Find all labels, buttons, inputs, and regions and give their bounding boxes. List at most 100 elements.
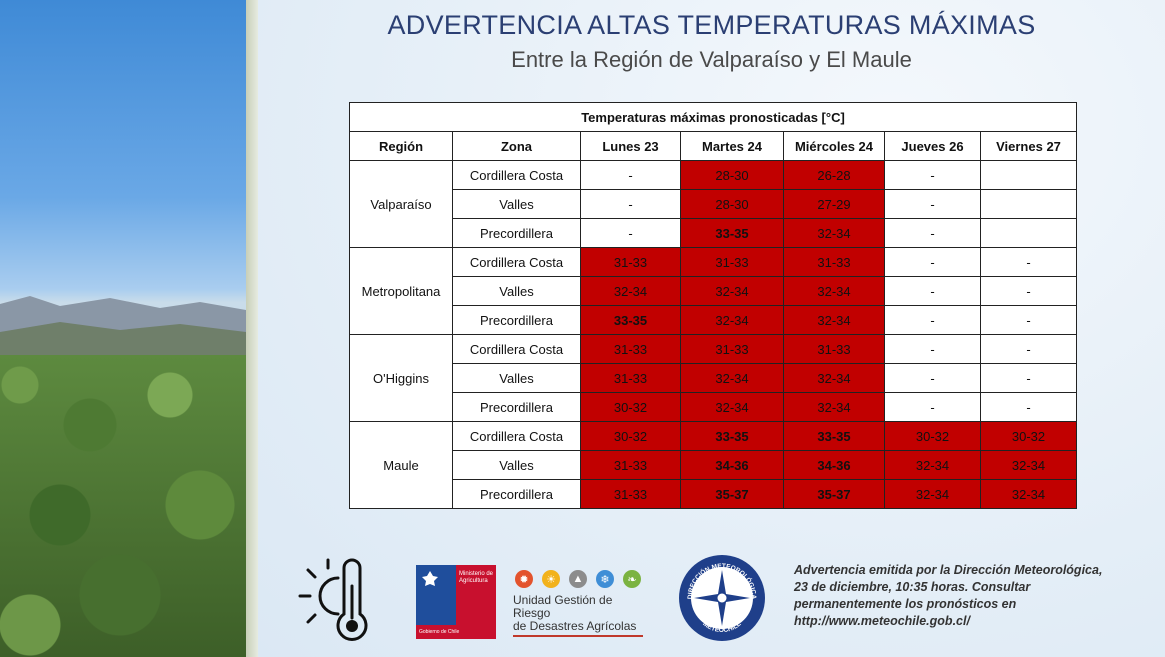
column-header: Jueves 26	[884, 131, 981, 161]
table-row: Precordillera 31-33 35-37 35-37 32-34 32-34	[350, 479, 1077, 509]
fire-icon: ✹	[515, 570, 533, 588]
table-row: Valles 31-33 34-36 34-36 32-34 32-34	[350, 450, 1077, 480]
temp-cell: -	[980, 334, 1077, 364]
column-header: Martes 24	[680, 131, 784, 161]
temp-cell: -	[884, 218, 981, 248]
temp-cell: -	[884, 305, 981, 335]
temp-cell: 30-32	[580, 421, 681, 451]
zona-cell: Valles	[452, 276, 581, 306]
table-row: Precordillera 30-32 32-34 32-34- -	[350, 392, 1077, 422]
thermometer-sun-icon	[298, 556, 378, 646]
zona-cell: Cordillera Costa	[452, 160, 581, 190]
minagri-gov-text: Gobierno de Chile	[419, 629, 460, 635]
column-header: Zona	[452, 131, 581, 161]
temp-cell: 34-36	[680, 450, 784, 480]
temp-cell: 27-29	[783, 189, 885, 219]
minagri-text-1: Ministerio de	[459, 571, 494, 577]
temp-cell: 33-35	[783, 421, 885, 451]
zona-cell: Cordillera Costa	[452, 421, 581, 451]
temp-cell: 32-34	[783, 218, 885, 248]
vine-leaves	[0, 355, 246, 657]
temp-cell: 32-34	[884, 450, 981, 480]
meteochile-logo: DIRECCIÓN METEOROLÓGICA METEOCHILE	[678, 554, 766, 642]
temp-cell: 31-33	[680, 247, 784, 277]
page-subtitle: Entre la Región de Valparaíso y El Maule	[511, 47, 912, 72]
temp-cell: 32-34	[783, 363, 885, 393]
temp-cell: 32-34	[884, 479, 981, 509]
temp-cell: 31-33	[783, 247, 885, 277]
temp-cell: 34-36	[783, 450, 885, 480]
page-title: ADVERTENCIA ALTAS TEMPERATURAS MÁXIMAS	[387, 10, 1036, 40]
region-cell: Metropolitana	[349, 247, 453, 335]
column-header: Lunes 23	[580, 131, 681, 161]
temp-cell: -	[884, 276, 981, 306]
temp-cell: 32-34	[580, 276, 681, 306]
mountains-graphic	[0, 296, 246, 362]
table-row: Valles 31-33 32-34 32-34- -	[350, 363, 1077, 393]
temp-cell: 28-30	[680, 160, 784, 190]
zona-cell: Cordillera Costa	[452, 247, 581, 277]
temp-cell: -	[884, 363, 981, 393]
temp-cell: 32-34	[783, 276, 885, 306]
ugr-text-2: de Desastres Agrícolas	[513, 619, 637, 633]
temp-cell: 31-33	[580, 479, 681, 509]
temp-cell	[980, 189, 1077, 219]
ugr-text-1: Unidad Gestión de Riesgo	[513, 593, 613, 620]
leaf-icon: ❧	[623, 570, 641, 588]
zona-cell: Cordillera Costa	[452, 334, 581, 364]
forecast-table: Temperaturas máximas pronosticadas [°C] …	[349, 102, 1077, 509]
ministerio-agricultura-logo: Ministerio de Agricultura Gobierno de Ch…	[416, 565, 496, 639]
temp-cell: -	[884, 189, 981, 219]
temp-cell: 33-35	[680, 218, 784, 248]
temp-cell: 32-34	[783, 305, 885, 335]
temp-cell: 35-37	[783, 479, 885, 509]
table-header-row: Región Zona Lunes 23 Martes 24 Miércoles 24 J…	[349, 131, 1077, 161]
temp-cell: 31-33	[580, 334, 681, 364]
sun-icon: ☀	[542, 570, 560, 588]
temp-cell: -	[884, 247, 981, 277]
zona-cell: Precordillera	[452, 218, 581, 248]
zona-cell: Precordillera	[452, 305, 581, 335]
table-row: O'Higgins Cordillera Costa 31-33 31-33 31-33…	[349, 334, 1077, 422]
table-row: Maule Cordillera Costa 30-32 33-35 33-35 30-3…	[349, 421, 1077, 509]
region-cell: Maule	[349, 421, 453, 509]
temp-cell: 31-33	[580, 363, 681, 393]
temp-cell: 31-33	[783, 334, 885, 364]
main-panel: ADVERTENCIA ALTAS TEMPERATURAS MÁXIMAS E…	[258, 0, 1165, 657]
temp-cell: -	[580, 218, 681, 248]
table-row: Valles -28-30 27-29-	[350, 189, 1077, 219]
zona-cell: Valles	[452, 189, 581, 219]
temp-cell	[980, 160, 1077, 190]
temp-cell: 35-37	[680, 479, 784, 509]
temp-cell: 28-30	[680, 189, 784, 219]
minagri-text-2: Agricultura	[459, 578, 488, 584]
zona-cell: Valles	[452, 450, 581, 480]
table-row: Metropolitana Cordillera Costa 31-33 31-33 3…	[349, 247, 1077, 335]
advisory-note: Advertencia emitida por la Dirección Met…	[794, 563, 1103, 628]
temp-cell: -	[884, 160, 981, 190]
table-row: Valparaíso Cordillera Costa -28-30 26-28-	[349, 160, 1077, 248]
temp-cell: 33-35	[680, 421, 784, 451]
column-header: Viernes 27	[980, 131, 1077, 161]
region-cell: Valparaíso	[349, 160, 453, 248]
volcano-icon: ▲	[569, 570, 587, 588]
zona-cell: Precordillera	[452, 479, 581, 509]
snowflake-icon: ❄	[596, 570, 614, 588]
temp-cell: 32-34	[680, 392, 784, 422]
temp-cell: -	[580, 160, 681, 190]
temp-cell: 30-32	[884, 421, 981, 451]
temp-cell: -	[980, 363, 1077, 393]
zona-cell: Precordillera	[452, 392, 581, 422]
temp-cell: -	[980, 247, 1077, 277]
zona-cell: Valles	[452, 363, 581, 393]
temp-cell: 32-34	[680, 305, 784, 335]
column-header: Región	[349, 131, 453, 161]
temp-cell: -	[884, 392, 981, 422]
temp-cell: -	[980, 305, 1077, 335]
temp-cell: 32-34	[980, 479, 1077, 509]
temp-cell: 30-32	[580, 392, 681, 422]
temp-cell: -	[884, 334, 981, 364]
ugr-underline	[513, 635, 643, 637]
temp-cell: -	[980, 276, 1077, 306]
photo-divider	[246, 0, 258, 657]
